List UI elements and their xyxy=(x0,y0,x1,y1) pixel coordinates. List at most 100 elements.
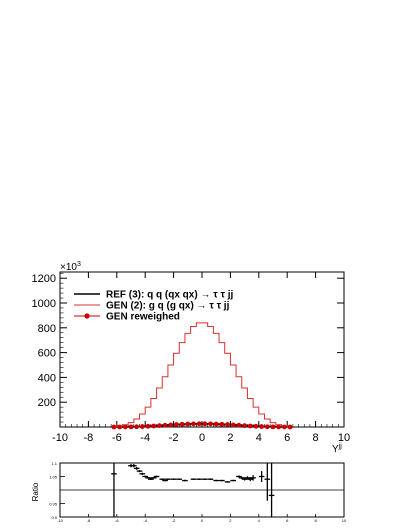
ratio-point xyxy=(241,477,248,481)
reweighed-marker xyxy=(219,421,225,427)
reweighed-marker xyxy=(128,424,134,430)
ratio-y-axis-title: Ratio xyxy=(31,482,40,501)
ratio-point xyxy=(145,477,151,479)
reweighed-marker xyxy=(230,422,236,428)
reweighed-marker xyxy=(281,424,287,430)
ratio-point xyxy=(150,477,157,479)
ratio-point xyxy=(142,475,148,478)
ratio-point xyxy=(182,479,188,482)
reweighed-marker xyxy=(151,423,157,429)
reweighed-marker xyxy=(236,422,242,428)
ratio-point xyxy=(207,478,214,481)
reweighed-marker xyxy=(145,423,151,429)
ratio-point xyxy=(244,476,251,480)
reweighed-marker xyxy=(247,423,253,429)
ratio-point xyxy=(139,472,146,475)
ratio-x-tick-label: 0 xyxy=(201,518,204,523)
ratio-point xyxy=(247,477,254,482)
reweighed-marker xyxy=(202,421,208,427)
ratio-y-tick-label: 0.9 xyxy=(51,515,57,520)
reweighed-marker xyxy=(134,424,140,430)
reweighed-marker xyxy=(122,424,128,430)
reweighed-marker xyxy=(139,424,145,429)
y-multiplier-exponent: 3 xyxy=(77,261,81,268)
ratio-point xyxy=(159,478,166,481)
ratio-point xyxy=(224,481,231,483)
reweighed-marker xyxy=(168,422,174,428)
ratio-point xyxy=(213,479,219,482)
reweighed-marker xyxy=(208,421,213,427)
x-tick-label: -2 xyxy=(169,432,179,444)
y-tick-label: 200 xyxy=(38,397,56,409)
reweighed-marker xyxy=(253,423,259,429)
ratio-y-tick-label: 0.95 xyxy=(49,502,58,507)
x-tick-label: 0 xyxy=(199,432,205,444)
ratio-point xyxy=(196,478,202,481)
gen-histogram xyxy=(110,322,294,428)
ratio-point xyxy=(202,478,208,481)
ratio-point xyxy=(264,463,271,501)
x-tick-label: 10 xyxy=(338,432,350,444)
reweighed-marker xyxy=(287,424,293,430)
x-tick-label: -6 xyxy=(112,432,122,444)
ratio-x-tick-label: -6 xyxy=(115,518,119,523)
y-multiplier-label: ×103 xyxy=(60,261,81,273)
y-tick-label: 800 xyxy=(38,323,56,335)
ratio-x-tick-label: -10 xyxy=(57,518,64,523)
reweighed-marker xyxy=(117,424,123,430)
ratio-point xyxy=(258,471,265,482)
x-tick-label: 6 xyxy=(284,432,290,444)
reweighed-marker xyxy=(213,421,219,427)
reweighed-marker xyxy=(185,421,191,427)
ratio-x-tick-label: -2 xyxy=(172,518,176,523)
y-tick-label: 400 xyxy=(38,372,56,384)
ratio-x-tick-label: 2 xyxy=(229,518,232,523)
ratio-y-tick-label: 1.05 xyxy=(49,475,58,480)
reweighed-marker xyxy=(225,422,230,427)
reweighed-marker xyxy=(191,421,196,427)
ratio-point xyxy=(176,478,183,481)
ratio-point xyxy=(136,470,143,473)
ratio-x-tick-label: 8 xyxy=(314,518,317,523)
ratio-points xyxy=(111,463,275,517)
reweighed-marker xyxy=(196,421,202,427)
legend-label-ref: REF (3): q q (qx qx) → τ τ jj xyxy=(106,290,233,301)
ratio-point xyxy=(148,478,154,481)
legend: REF (3): q q (qx qx) → τ τ jj GEN (2): g… xyxy=(74,290,233,323)
reweighed-marker xyxy=(242,423,248,429)
ratio-x-tick-label: -8 xyxy=(87,518,91,523)
x-tick-label: -10 xyxy=(52,432,68,444)
ratio-y-tick-label: 1.1 xyxy=(51,461,57,466)
main-series xyxy=(110,322,294,430)
ratio-point xyxy=(131,464,137,468)
reweighed-marker xyxy=(174,422,179,427)
x-axis-title: Yjj xyxy=(332,443,342,455)
reweighed-marker xyxy=(264,424,270,430)
reweighed-marker xyxy=(179,421,185,427)
y-tick-label: 1200 xyxy=(32,273,56,285)
ratio-point xyxy=(238,476,245,479)
x-axis-title-base: Y xyxy=(332,444,339,455)
ratio-point xyxy=(219,479,225,482)
ratio-point xyxy=(153,475,160,478)
reweighed-marker xyxy=(270,424,276,430)
ratio-x-tick-label: 10 xyxy=(342,518,347,523)
ratio-point xyxy=(162,479,168,482)
reweighed-marker xyxy=(157,423,162,429)
ratio-axes: 0.9 0.95 1.05 1.1 -10 -8 -6 -4 -2 0 2 4 6 8 10 xyxy=(49,461,347,523)
ratio-x-tick-label: 6 xyxy=(286,518,289,523)
ratio-point xyxy=(190,478,197,481)
reweighed-marker xyxy=(162,422,168,428)
ratio-x-tick-label: -4 xyxy=(143,518,147,523)
ratio-point xyxy=(165,478,171,481)
y-multiplier-base: ×10 xyxy=(60,262,77,273)
reweighed-marker xyxy=(276,424,282,430)
ratio-point xyxy=(236,475,242,478)
reweighed-marker xyxy=(111,424,117,430)
ratio-point xyxy=(133,467,140,470)
y-tick-label: 1000 xyxy=(32,298,56,310)
x-tick-label: -4 xyxy=(140,432,150,444)
ratio-point xyxy=(250,475,256,481)
x-tick-label: 2 xyxy=(227,432,233,444)
